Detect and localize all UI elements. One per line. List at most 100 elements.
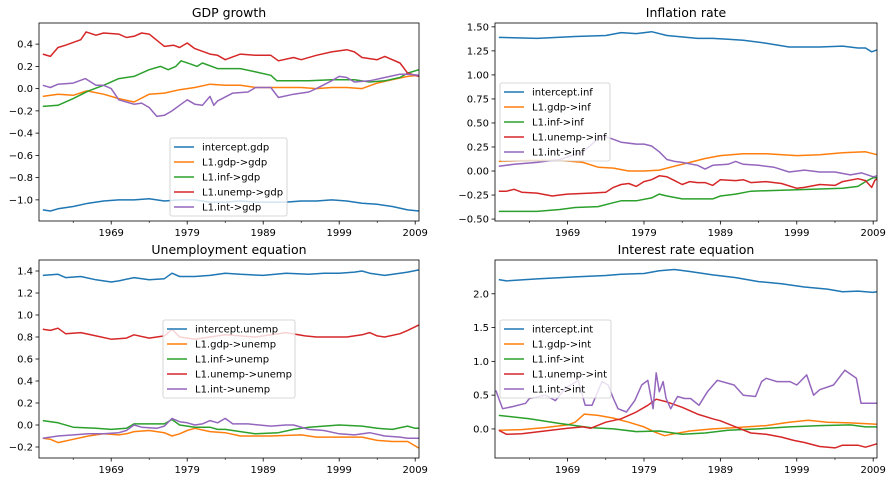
chart-title: Interest rate equation [618, 242, 755, 257]
subplot-2: Inflation rate 1969 1979 1989 1999 2009 1.50 1.… [458, 5, 886, 239]
x-tick-label: 1989 [250, 228, 275, 239]
legend-label: L1.inf->unemp [195, 355, 269, 366]
x-tick-label: 2009 [402, 228, 427, 239]
x-tick-label: 1989 [250, 465, 275, 476]
y-tick-label: 0.4 [17, 377, 33, 388]
axes-frame [38, 22, 420, 222]
series-line-l1-int-unemp [42, 417, 419, 439]
chart-title: Unemployment equation [151, 242, 306, 257]
x-tick-label: 1979 [174, 465, 199, 476]
y-tick-label: −0.6 [9, 151, 33, 162]
legend-label: L1.unemp->gdp [202, 188, 283, 199]
y-tick-label: 1.0 [17, 311, 33, 322]
y-tick-label: 0.00 [467, 167, 489, 178]
y-tick-label: 0.0 [17, 84, 33, 95]
legend-label: L1.gdp->unemp [195, 340, 276, 351]
x-tick-label: 1969 [555, 228, 580, 239]
y-tick-label: 0.0 [473, 424, 489, 435]
series-line-l1-gdp-unemp [42, 427, 420, 449]
chart-title: GDP growth [192, 5, 266, 20]
axes-frame [494, 22, 878, 222]
y-tick-label: 1.0 [473, 357, 489, 368]
y-tick-label: 1.5 [473, 323, 489, 334]
axes-frame [494, 259, 878, 459]
series-line-l1-gdp-inf [498, 151, 878, 172]
legend-label: intercept.int [532, 325, 593, 336]
y-tick-label: 2.0 [473, 289, 489, 300]
legend-box [162, 319, 296, 399]
legend-label: L1.inf->inf [532, 118, 584, 129]
legend-label: L1.gdp->inf [532, 103, 591, 114]
y-tick-label: 0.4 [17, 40, 33, 51]
series-line-l1-unemp-int [498, 398, 878, 449]
legend-box [499, 319, 612, 399]
series-line-l1-unemp-inf [498, 175, 878, 197]
series-line-l1-inf-gdp [42, 60, 420, 108]
legend-label: intercept.unemp [195, 325, 278, 336]
y-tick-label: 0.5 [473, 391, 489, 402]
y-tick-label: 0.50 [467, 118, 489, 129]
legend-label: L1.int->unemp [195, 385, 270, 396]
y-tick-label: 0.25 [467, 142, 489, 153]
x-tick-label: 2009 [860, 228, 885, 239]
legend-label: L1.inf->int [532, 355, 584, 366]
y-tick-label: 0.0 [17, 421, 33, 432]
subplot-4: Interest rate equation 1969 1979 1989 1999 20… [473, 242, 886, 476]
x-tick-label: 1999 [784, 465, 809, 476]
y-tick-label: −0.25 [458, 191, 489, 202]
x-tick-label: 2009 [860, 465, 885, 476]
legend: intercept.unemp L1.gdp->unemp L1.inf->unem… [162, 319, 296, 399]
y-tick-label: −1.0 [9, 195, 33, 206]
legend-label: L1.unemp->int [532, 370, 607, 381]
series-line-l1-inf-unemp [42, 418, 419, 435]
x-tick-label: 2009 [402, 465, 427, 476]
x-tick-label: 1979 [174, 228, 199, 239]
y-tick-label: −0.2 [9, 443, 33, 454]
y-tick-label: 0.6 [17, 355, 33, 366]
subplot-3: Unemployment equation 1969 1979 1989 1999 200… [9, 242, 428, 476]
y-tick-label: 1.2 [17, 289, 33, 300]
series-line-l1-gdp-gdp [42, 74, 420, 103]
legend-box [499, 82, 611, 162]
series-line-intercept-inf [498, 30, 878, 53]
legend-label: L1.inf->gdp [202, 173, 260, 184]
series-line-intercept-unemp [42, 269, 420, 283]
legend-label: intercept.gdp [202, 143, 269, 154]
y-tick-label: 0.2 [17, 62, 33, 73]
y-tick-label: 1.25 [467, 46, 489, 57]
legend-label: L1.int->gdp [202, 203, 261, 214]
x-tick-label: 1969 [98, 465, 123, 476]
legend-label: L1.int->int [532, 385, 585, 396]
x-tick-label: 1999 [326, 465, 351, 476]
series-line-l1-unemp-gdp [42, 31, 420, 78]
legend-label: L1.gdp->gdp [202, 158, 267, 169]
x-tick-label: 1979 [631, 465, 656, 476]
legend-label: L1.int->inf [532, 148, 585, 159]
legend-label: L1.unemp->inf [532, 133, 607, 144]
x-tick-label: 1989 [708, 465, 733, 476]
legend-label: L1.gdp->int [532, 340, 591, 351]
x-tick-label: 1989 [708, 228, 733, 239]
legend-label: L1.unemp->unemp [195, 370, 292, 381]
y-tick-label: 1.00 [467, 70, 489, 81]
subplot-1: GDP growth 1969 1979 1989 1999 2009 0.4 0.2 0.0 −… [9, 5, 428, 239]
series-line-intercept-int [498, 268, 878, 294]
y-tick-label: −0.8 [9, 173, 33, 184]
legend: intercept.inf L1.gdp->inf L1.inf->inf L1.un… [499, 82, 611, 162]
legend: intercept.int L1.gdp->int L1.inf->int L1.un… [499, 319, 612, 399]
y-tick-label: 1.4 [17, 267, 33, 278]
series-line-l1-gdp-int [498, 413, 878, 437]
chart-title: Inflation rate [646, 5, 727, 20]
y-tick-label: 0.75 [467, 94, 489, 105]
series-line-l1-inf-int [498, 414, 877, 436]
x-tick-label: 1999 [326, 228, 351, 239]
y-tick-label: 0.8 [17, 333, 33, 344]
x-tick-label: 1969 [555, 465, 580, 476]
legend-label: intercept.inf [532, 88, 593, 99]
x-tick-label: 1969 [98, 228, 123, 239]
series-line-l1-int-gdp [42, 73, 420, 118]
x-tick-label: 1979 [631, 228, 656, 239]
y-tick-label: 0.2 [17, 399, 33, 410]
series-line-l1-inf-inf [498, 176, 877, 213]
